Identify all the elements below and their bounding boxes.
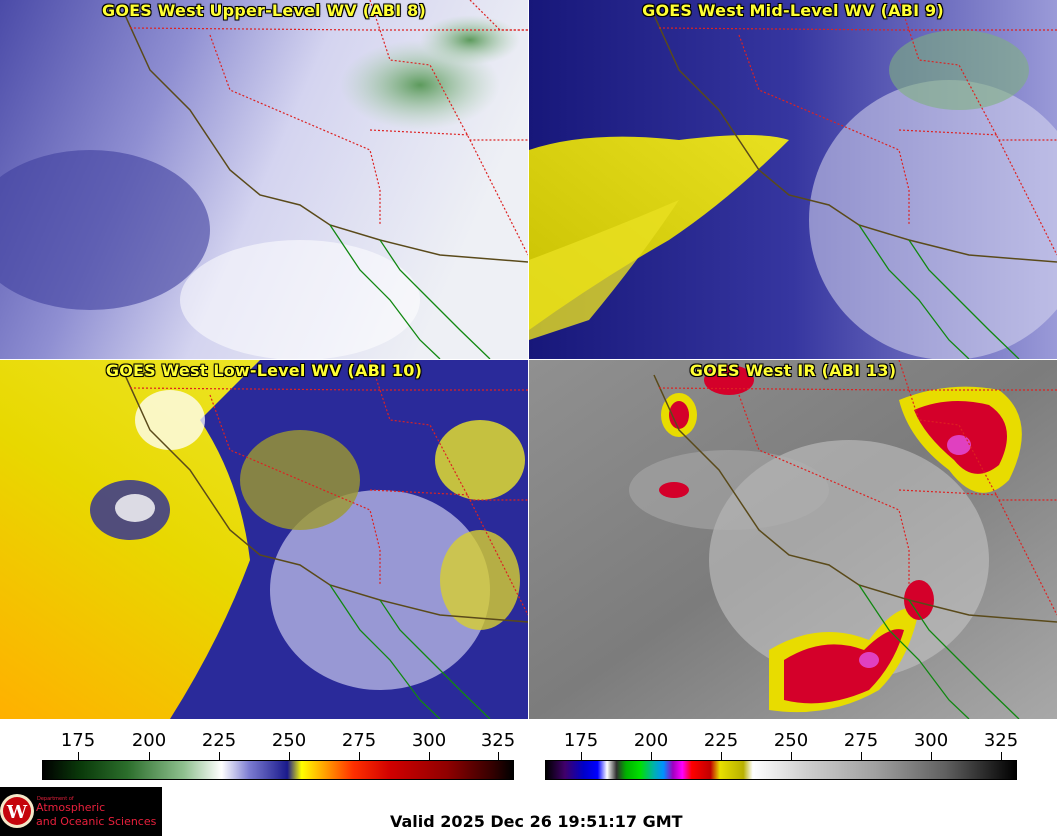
- ir-tick-mark: [581, 752, 582, 760]
- ir-tick-label: 325: [983, 730, 1019, 751]
- wv-tick-label: 300: [411, 730, 447, 751]
- uw-seal-icon: W: [0, 794, 34, 828]
- aos-logo: W Department of Atmospheric and Oceanic …: [0, 787, 162, 836]
- ir-image: [529, 360, 1057, 719]
- mid-level-wv-image: [529, 0, 1057, 359]
- logo-line2: and Oceanic Sciences: [36, 815, 157, 828]
- wv-tick-mark: [219, 752, 220, 760]
- ir-tick-label: 250: [773, 730, 809, 751]
- ir-tick-mark: [721, 752, 722, 760]
- wv-tick-label: 250: [271, 730, 307, 751]
- wv-tick-label: 275: [341, 730, 377, 751]
- ir-color-scale: [545, 760, 1017, 780]
- panel-upper-level-wv: GOES West Upper-Level WV (ABI 8): [0, 0, 528, 359]
- wv-tick-label: 325: [480, 730, 516, 751]
- low-level-wv-image: [0, 360, 528, 719]
- wv-tick-label: 225: [201, 730, 237, 751]
- ir-tick-mark: [861, 752, 862, 760]
- logo-line1: Atmospheric: [36, 801, 106, 814]
- wv-tick-mark: [289, 752, 290, 760]
- wv-tick-mark: [149, 752, 150, 760]
- panel-ir: GOES West IR (ABI 13): [529, 360, 1057, 719]
- wv-tick-mark: [498, 752, 499, 760]
- wv-tick-label: 175: [60, 730, 96, 751]
- ir-tick-label: 225: [703, 730, 739, 751]
- ir-tick-label: 175: [563, 730, 599, 751]
- valid-time: Valid 2025 Dec 26 19:51:17 GMT: [390, 812, 683, 831]
- ir-tick-mark: [931, 752, 932, 760]
- ir-tick-label: 200: [633, 730, 669, 751]
- ir-tick-label: 300: [913, 730, 949, 751]
- ir-colorbar: 175 200 225 250 275 300 325: [529, 722, 1057, 782]
- ir-tick-label: 275: [843, 730, 879, 751]
- panel-low-level-wv: GOES West Low-Level WV (ABI 10): [0, 360, 528, 719]
- upper-level-wv-image: [0, 0, 528, 359]
- wv-tick-mark: [78, 752, 79, 760]
- ir-tick-mark: [791, 752, 792, 760]
- wv-tick-label: 200: [131, 730, 167, 751]
- logo-dept: Department of: [37, 796, 74, 802]
- ir-tick-mark: [651, 752, 652, 760]
- wv-tick-mark: [429, 752, 430, 760]
- wv-color-scale: [42, 760, 514, 780]
- seal-letter: W: [6, 802, 28, 823]
- wv-colorbar: 175 200 225 250 275 300 325: [0, 722, 529, 782]
- panel-mid-level-wv: GOES West Mid-Level WV (ABI 9): [529, 0, 1057, 359]
- ir-tick-mark: [1001, 752, 1002, 760]
- wv-tick-mark: [359, 752, 360, 760]
